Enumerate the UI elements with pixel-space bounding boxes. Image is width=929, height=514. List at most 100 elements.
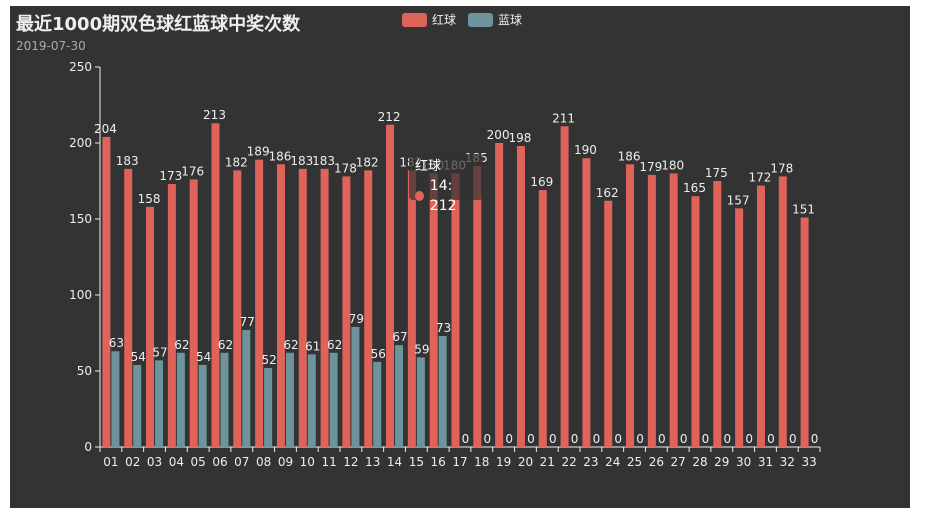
data-label-blue: 67 xyxy=(392,330,407,344)
bar-red xyxy=(756,185,765,447)
data-label-blue: 0 xyxy=(723,432,731,446)
bar-red xyxy=(167,184,176,448)
bar-red xyxy=(800,217,809,447)
bar-red xyxy=(407,170,416,448)
bar-blue xyxy=(133,364,142,447)
x-tick-label: 23 xyxy=(583,455,598,469)
bar-red xyxy=(124,168,133,447)
x-tick-label: 09 xyxy=(278,455,293,469)
bar-blue xyxy=(329,352,338,447)
data-label-blue: 62 xyxy=(283,338,298,352)
bar-chart: 0501001502002500120463021835403158570417… xyxy=(69,60,821,469)
data-label-blue: 0 xyxy=(789,432,797,446)
data-label-blue: 0 xyxy=(614,432,622,446)
data-label-blue: 0 xyxy=(527,432,535,446)
bar-blue xyxy=(264,367,273,447)
data-label-blue: 62 xyxy=(174,338,189,352)
data-label-blue: 0 xyxy=(702,432,710,446)
x-tick-label: 08 xyxy=(256,455,271,469)
legend-swatch-blue xyxy=(468,12,494,27)
bar-red xyxy=(102,136,111,448)
bar-red xyxy=(146,206,155,447)
y-tick-label: 150 xyxy=(69,212,92,226)
y-tick-label: 0 xyxy=(84,440,92,454)
bar-blue xyxy=(111,351,120,447)
data-label-blue: 0 xyxy=(571,432,579,446)
data-label-blue: 0 xyxy=(505,432,513,446)
bar-blue xyxy=(176,352,185,447)
bar-red xyxy=(713,181,722,447)
data-label-blue: 59 xyxy=(414,342,429,356)
data-label-red: 182 xyxy=(225,155,248,169)
data-label-red: 190 xyxy=(574,143,597,157)
chart-title: 最近1000期双色球红蓝球中奖次数 xyxy=(16,14,301,35)
bar-red xyxy=(538,190,547,447)
data-label-blue: 0 xyxy=(658,432,666,446)
data-label-blue: 63 xyxy=(109,336,124,350)
data-label-red: 178 xyxy=(770,161,793,175)
bar-red xyxy=(604,200,613,447)
legend-item-blue[interactable]: 蓝球 xyxy=(468,11,522,28)
bar-red xyxy=(298,168,307,447)
data-label-red: 162 xyxy=(596,186,619,200)
x-tick-label: 11 xyxy=(321,455,336,469)
data-label-red: 175 xyxy=(705,166,728,180)
x-tick-label: 14 xyxy=(387,455,402,469)
tooltip-value: 14: 212 xyxy=(429,178,457,214)
data-label-red: 183 xyxy=(290,154,313,168)
x-tick-label: 01 xyxy=(103,455,118,469)
x-tick-label: 25 xyxy=(627,455,642,469)
bar-red xyxy=(189,179,198,448)
data-label-red: 179 xyxy=(639,160,662,174)
data-label-red: 183 xyxy=(116,154,139,168)
data-label-blue: 77 xyxy=(240,315,255,329)
data-label-red: 157 xyxy=(727,193,750,207)
bar-red xyxy=(495,143,504,447)
legend-swatch-red xyxy=(402,12,427,27)
x-tick-label: 02 xyxy=(125,455,140,469)
x-tick-label: 24 xyxy=(605,455,620,469)
bar-blue xyxy=(155,360,164,447)
data-label-red: 204 xyxy=(94,122,117,136)
data-label-red: 211 xyxy=(552,111,575,125)
x-tick-label: 18 xyxy=(474,455,489,469)
legend-label-red: 红球 xyxy=(432,13,457,27)
bar-red xyxy=(233,170,242,448)
legend-item-red[interactable]: 红球 xyxy=(402,11,456,28)
bar-blue xyxy=(285,352,294,447)
x-tick-label: 31 xyxy=(758,455,773,469)
bar-red xyxy=(429,173,438,447)
x-tick-label: 15 xyxy=(409,455,424,469)
x-tick-label: 05 xyxy=(191,455,206,469)
x-tick-label: 03 xyxy=(147,455,162,469)
data-label-red: 189 xyxy=(247,145,270,159)
bar-blue xyxy=(220,352,229,447)
x-tick-label: 26 xyxy=(649,455,664,469)
x-tick-label: 19 xyxy=(496,455,511,469)
data-label-blue: 0 xyxy=(462,432,470,446)
data-label-red: 165 xyxy=(683,181,706,195)
data-label-red: 173 xyxy=(159,169,182,183)
data-label-red: 169 xyxy=(530,175,553,189)
x-tick-label: 12 xyxy=(343,455,358,469)
data-label-blue: 73 xyxy=(436,321,451,335)
data-label-red: 176 xyxy=(181,164,204,178)
x-tick-label: 17 xyxy=(452,455,467,469)
chart-subtitle: 2019-07-30 xyxy=(16,39,86,53)
data-label-blue: 0 xyxy=(680,432,688,446)
y-tick-label: 100 xyxy=(69,288,92,302)
bar-red xyxy=(386,124,395,447)
data-label-blue: 52 xyxy=(261,353,276,367)
data-label-blue: 0 xyxy=(593,432,601,446)
data-label-red: 158 xyxy=(138,192,161,206)
data-label-red: 180 xyxy=(661,158,684,172)
bar-red xyxy=(735,208,744,447)
bar-red xyxy=(364,170,373,448)
bar-red xyxy=(582,158,591,447)
x-tick-label: 21 xyxy=(540,455,555,469)
data-label-blue: 54 xyxy=(196,350,211,364)
data-label-red: 200 xyxy=(487,128,510,142)
bar-red xyxy=(473,165,482,448)
tooltip-series: 红球 xyxy=(415,159,442,174)
data-label-blue: 56 xyxy=(371,347,386,361)
